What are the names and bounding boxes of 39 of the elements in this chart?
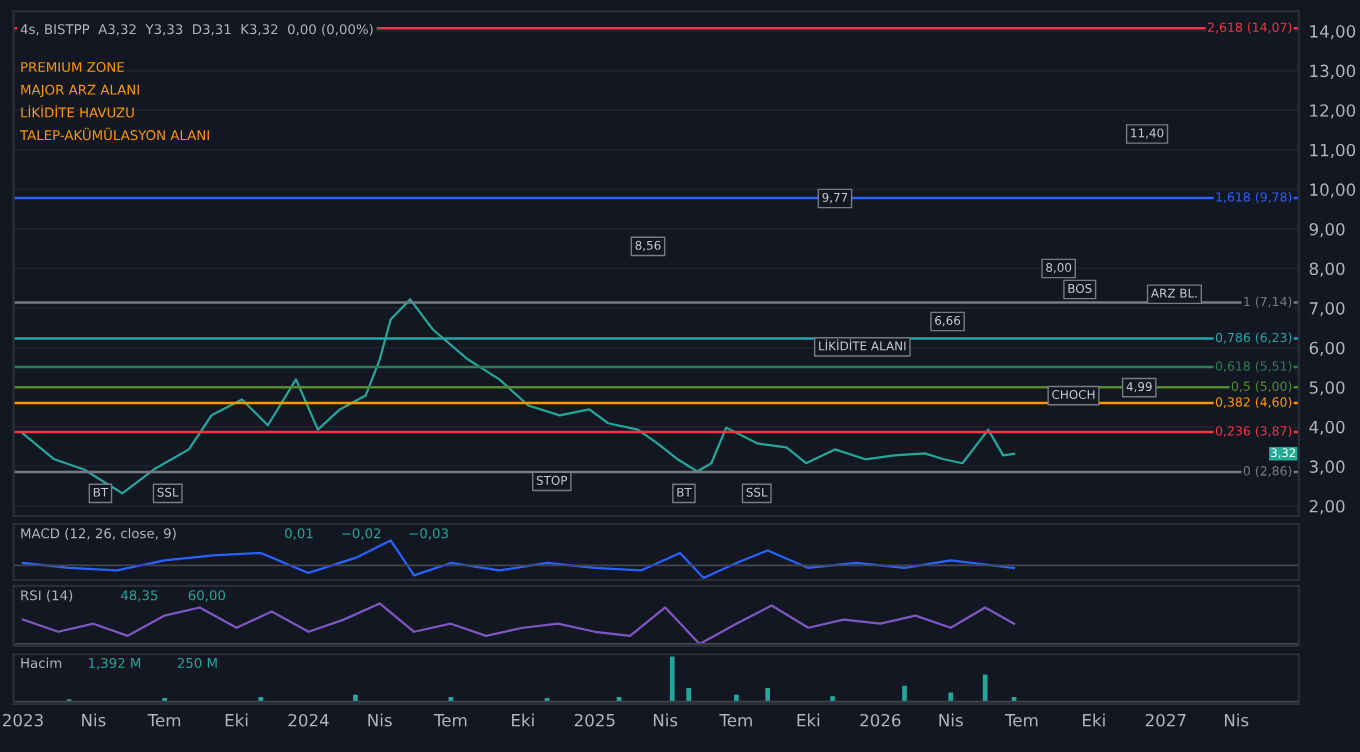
x-tick-label: Tem bbox=[1004, 714, 1038, 727]
y-tick-label: 14,00 bbox=[1310, 25, 1356, 40]
bar bbox=[734, 694, 739, 702]
y-tick-label: 10,00 bbox=[1310, 183, 1356, 198]
x-tick-label: 2024 bbox=[288, 713, 329, 727]
x-tick-label: Eki bbox=[225, 713, 248, 727]
x-tick-label: 2025 bbox=[574, 713, 615, 727]
bar bbox=[948, 692, 954, 702]
y-tick-label: 13,00 bbox=[1310, 64, 1356, 79]
x-tick-label: 2027 bbox=[1145, 713, 1186, 727]
bar bbox=[902, 685, 907, 702]
x-tick-label: 2026 bbox=[860, 713, 901, 727]
y-tick-label: 11,00 bbox=[1310, 143, 1356, 159]
bar bbox=[669, 656, 675, 702]
y-tick-label: 6,00 bbox=[1309, 341, 1345, 356]
y-tick-label: 7,00 bbox=[1309, 302, 1345, 317]
y-tick-label: 12,00 bbox=[1310, 104, 1356, 119]
x-tick-label: Tem bbox=[719, 714, 752, 727]
y-tick-label: 8,00 bbox=[1309, 262, 1345, 277]
x-tick-label: Nis bbox=[653, 713, 678, 727]
bar bbox=[686, 688, 692, 702]
x-tick-label: Eki bbox=[512, 713, 534, 727]
y-tick-label: 9,00 bbox=[1309, 222, 1345, 238]
y-tick-label: 2,00 bbox=[1309, 499, 1345, 515]
x-tick-label: Nis bbox=[939, 713, 963, 727]
x-tick-label: Nis bbox=[1224, 713, 1249, 727]
x-tick-label: Tem bbox=[433, 714, 467, 727]
x-tick-label: Nis bbox=[368, 713, 392, 727]
bar bbox=[353, 694, 358, 702]
y-tick-label: 4,00 bbox=[1309, 420, 1345, 436]
x-tick-label: Nis bbox=[82, 713, 106, 727]
y-tick-label: 5,00 bbox=[1309, 381, 1345, 396]
bar bbox=[765, 688, 771, 702]
x-tick-label: 2023 bbox=[3, 713, 43, 727]
bar bbox=[830, 696, 835, 702]
x-tick-label: Eki bbox=[1083, 713, 1105, 727]
x-tick-label: Eki bbox=[797, 713, 820, 727]
y-tick-label: 3,00 bbox=[1309, 460, 1345, 475]
x-tick-label: Tem bbox=[147, 714, 181, 727]
